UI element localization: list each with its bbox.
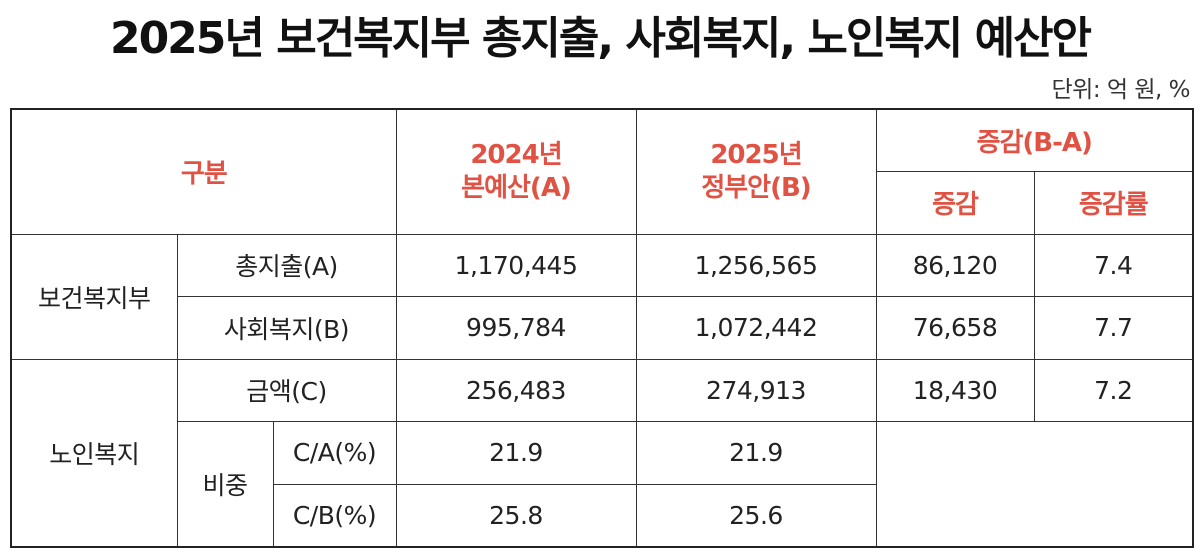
page-title: 2025년 보건복지부 총지출, 사회복지, 노인복지 예산안 xyxy=(109,13,1092,64)
row-group-share: 비중 xyxy=(176,420,274,548)
cell-amount-2024: 256,483 xyxy=(395,358,637,422)
header-2024: 2024년 본예산(A) xyxy=(395,108,637,235)
cell-social-change: 76,658 xyxy=(875,295,1035,360)
row-label-amount: 금액(C) xyxy=(176,358,397,422)
header-2024-budget: 본예산(A) xyxy=(461,172,572,203)
row-group-ministry: 보건복지부 xyxy=(10,233,178,360)
row-label-social: 사회복지(B) xyxy=(176,295,397,360)
row-label-cb: C/B(%) xyxy=(272,483,397,548)
cell-total-2024: 1,170,445 xyxy=(395,233,637,297)
table-row: 보건복지부 총지출(A) 1,170,445 1,256,565 86,120 … xyxy=(10,233,1194,360)
cell-amount-change: 18,430 xyxy=(875,358,1035,422)
row-label-total: 총지출(A) xyxy=(176,233,397,297)
cell-amount-rate: 7.2 xyxy=(1033,358,1194,422)
header-row-2: 증감 증감률 xyxy=(11,170,1194,235)
row-group-elderly: 노인복지 xyxy=(10,358,178,548)
cell-social-rate: 7.7 xyxy=(1033,295,1194,360)
header-2025-proposal: 정부안(B) xyxy=(701,172,811,203)
budget-table: 구분 2024년 본예산(A) 2025년 정부안(B) 증감(B-A) 증감 … xyxy=(10,108,1194,548)
table-row: 노인복지 금액(C) 256,483 274,913 18,430 7.2 xyxy=(10,358,1194,548)
cell-total-2025: 1,256,565 xyxy=(635,233,877,297)
cell-social-2024: 995,784 xyxy=(395,295,637,360)
header-category: 구분 xyxy=(10,108,397,235)
cell-amount-2025: 274,913 xyxy=(635,358,877,422)
cell-total-change: 86,120 xyxy=(875,233,1035,297)
cell-cb-2025: 25.6 xyxy=(635,483,877,548)
cell-ca-2025: 21.9 xyxy=(635,420,877,485)
header-2024-year: 2024년 xyxy=(470,140,562,171)
row-label-ca: C/A(%) xyxy=(272,420,397,485)
header-change-rate: 증감률 xyxy=(1033,170,1194,235)
header-row-1: 구분 2024년 본예산(A) 2025년 정부안(B) 증감(B-A) xyxy=(10,108,1194,235)
header-change: 증감 xyxy=(875,170,1035,235)
empty-cell xyxy=(875,420,1194,548)
table-row: C/B(%) 25.8 25.6 xyxy=(11,483,1193,548)
cell-total-rate: 7.4 xyxy=(1033,233,1194,297)
table-row: 비중 C/A(%) 21.9 21.9 xyxy=(11,420,1194,548)
cell-ca-2024: 21.9 xyxy=(395,420,637,485)
header-change-group: 증감(B-A) xyxy=(875,108,1194,172)
table-row: 사회복지(B) 995,784 1,072,442 76,658 7.7 xyxy=(11,295,1194,360)
cell-cb-2024: 25.8 xyxy=(395,483,637,548)
cell-social-2025: 1,072,442 xyxy=(635,295,877,360)
header-2025: 2025년 정부안(B) xyxy=(635,108,877,235)
unit-label: 단위: 억 원, % xyxy=(1051,77,1191,103)
header-2025-year: 2025년 xyxy=(710,140,802,171)
